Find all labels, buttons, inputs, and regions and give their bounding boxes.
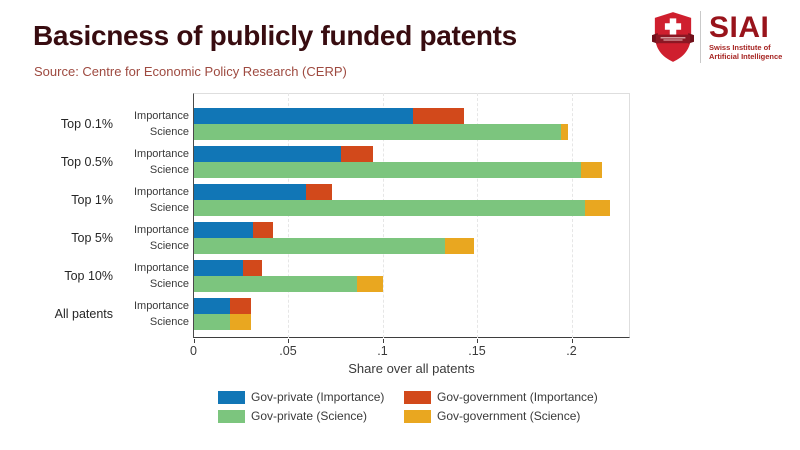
bar-segment xyxy=(243,260,262,276)
bar-importance xyxy=(194,260,262,276)
logo-text-block: SIAI Swiss Institute of Artificial Intel… xyxy=(709,11,783,62)
bar-science xyxy=(194,276,383,292)
bar-segment xyxy=(194,276,357,292)
legend-swatch-icon xyxy=(218,390,245,404)
bar-importance xyxy=(194,184,332,200)
category-label: Top 0.5% xyxy=(60,155,113,169)
axis-tick xyxy=(382,339,384,343)
bar-science xyxy=(194,238,474,254)
bar-segment xyxy=(229,298,251,314)
legend-item: Gov-private (Importance) xyxy=(218,390,404,404)
axis-tick xyxy=(571,339,573,343)
bar-segment xyxy=(413,108,465,124)
axis-tick xyxy=(193,339,195,343)
row-label-importance: Importance xyxy=(133,300,189,312)
bar-segment xyxy=(356,276,383,292)
axis-tick xyxy=(477,339,478,343)
bar-segment xyxy=(445,238,474,254)
axis-tick-label: 0 xyxy=(190,344,197,358)
swiss-shield-icon xyxy=(652,12,694,62)
logo-divider xyxy=(700,11,701,63)
bar-science xyxy=(194,200,610,216)
siai-logo: SIAI Swiss Institute of Artificial Intel… xyxy=(652,10,782,64)
bar-importance xyxy=(194,222,274,238)
bar-segment xyxy=(194,238,446,254)
page-title: Basicness of publicly funded patents xyxy=(33,20,517,51)
bar-science xyxy=(194,124,569,140)
category-label: Top 1% xyxy=(71,193,113,207)
logo-acronym: SIAI xyxy=(709,11,770,44)
category-label: Top 5% xyxy=(71,231,113,245)
bar-segment xyxy=(194,162,582,178)
x-axis-label: Share over all patents xyxy=(348,361,475,376)
legend-swatch-icon xyxy=(218,409,245,423)
bar-segment xyxy=(252,222,274,238)
row-label-importance: Importance xyxy=(133,148,189,160)
bar-segment xyxy=(229,314,251,330)
row-label-science: Science xyxy=(149,202,189,214)
source-note: Source: Centre for Economic Policy Resea… xyxy=(34,64,347,79)
legend-label: Gov-private (Science) xyxy=(251,409,368,423)
row-label-importance: Importance xyxy=(133,186,189,198)
bar-segment xyxy=(560,124,569,140)
bar-importance xyxy=(194,108,465,124)
bar-segment xyxy=(194,298,230,314)
row-label-importance: Importance xyxy=(133,262,189,274)
row-label-science: Science xyxy=(149,126,189,138)
axis-tick-label: .05 xyxy=(279,344,297,358)
bar-science xyxy=(194,314,251,330)
category-label: Top 0.1% xyxy=(60,117,113,131)
bar-segment xyxy=(341,146,374,162)
bar-importance xyxy=(194,298,251,314)
axis-tick-label: .15 xyxy=(468,344,486,358)
bar-segment xyxy=(305,184,332,200)
bar-importance xyxy=(194,146,374,162)
bar-segment xyxy=(194,314,230,330)
bar-segment xyxy=(581,162,603,178)
bar-segment xyxy=(194,124,561,140)
bar-segment xyxy=(194,260,244,276)
axis-tick xyxy=(288,339,289,343)
bar-science xyxy=(194,162,603,178)
legend-label: Gov-government (Science) xyxy=(437,409,581,423)
legend-item: Gov-government (Importance) xyxy=(404,390,598,404)
legend-item: Gov-private (Science) xyxy=(218,409,404,423)
row-label-importance: Importance xyxy=(133,224,189,236)
logo-subtitle-line2: Artificial Intelligence xyxy=(709,52,783,61)
bar-segment xyxy=(194,146,342,162)
chart-legend: Gov-private (Importance) Gov-government (… xyxy=(218,390,598,423)
bar-segment xyxy=(194,184,306,200)
row-label-science: Science xyxy=(149,316,189,328)
legend-swatch-icon xyxy=(404,409,431,423)
row-label-science: Science xyxy=(149,278,189,290)
legend-swatch-icon xyxy=(404,390,431,404)
category-label: All patents xyxy=(54,307,113,321)
logo-subtitle-line1: Swiss Institute of xyxy=(709,43,771,52)
axis-tick-label: .2 xyxy=(566,344,577,358)
bar-segment xyxy=(194,200,586,216)
legend-label: Gov-government (Importance) xyxy=(437,390,598,404)
legend-label: Gov-private (Importance) xyxy=(251,390,385,404)
bar-segment xyxy=(194,108,414,124)
category-label: Top 10% xyxy=(64,269,113,283)
row-label-science: Science xyxy=(149,240,189,252)
plot-area xyxy=(193,93,630,338)
legend-item: Gov-government (Science) xyxy=(404,409,598,423)
row-label-science: Science xyxy=(149,164,189,176)
axis-tick-label: .1 xyxy=(377,344,388,358)
bar-segment xyxy=(194,222,253,238)
row-label-importance: Importance xyxy=(133,110,189,122)
bar-segment xyxy=(585,200,610,216)
